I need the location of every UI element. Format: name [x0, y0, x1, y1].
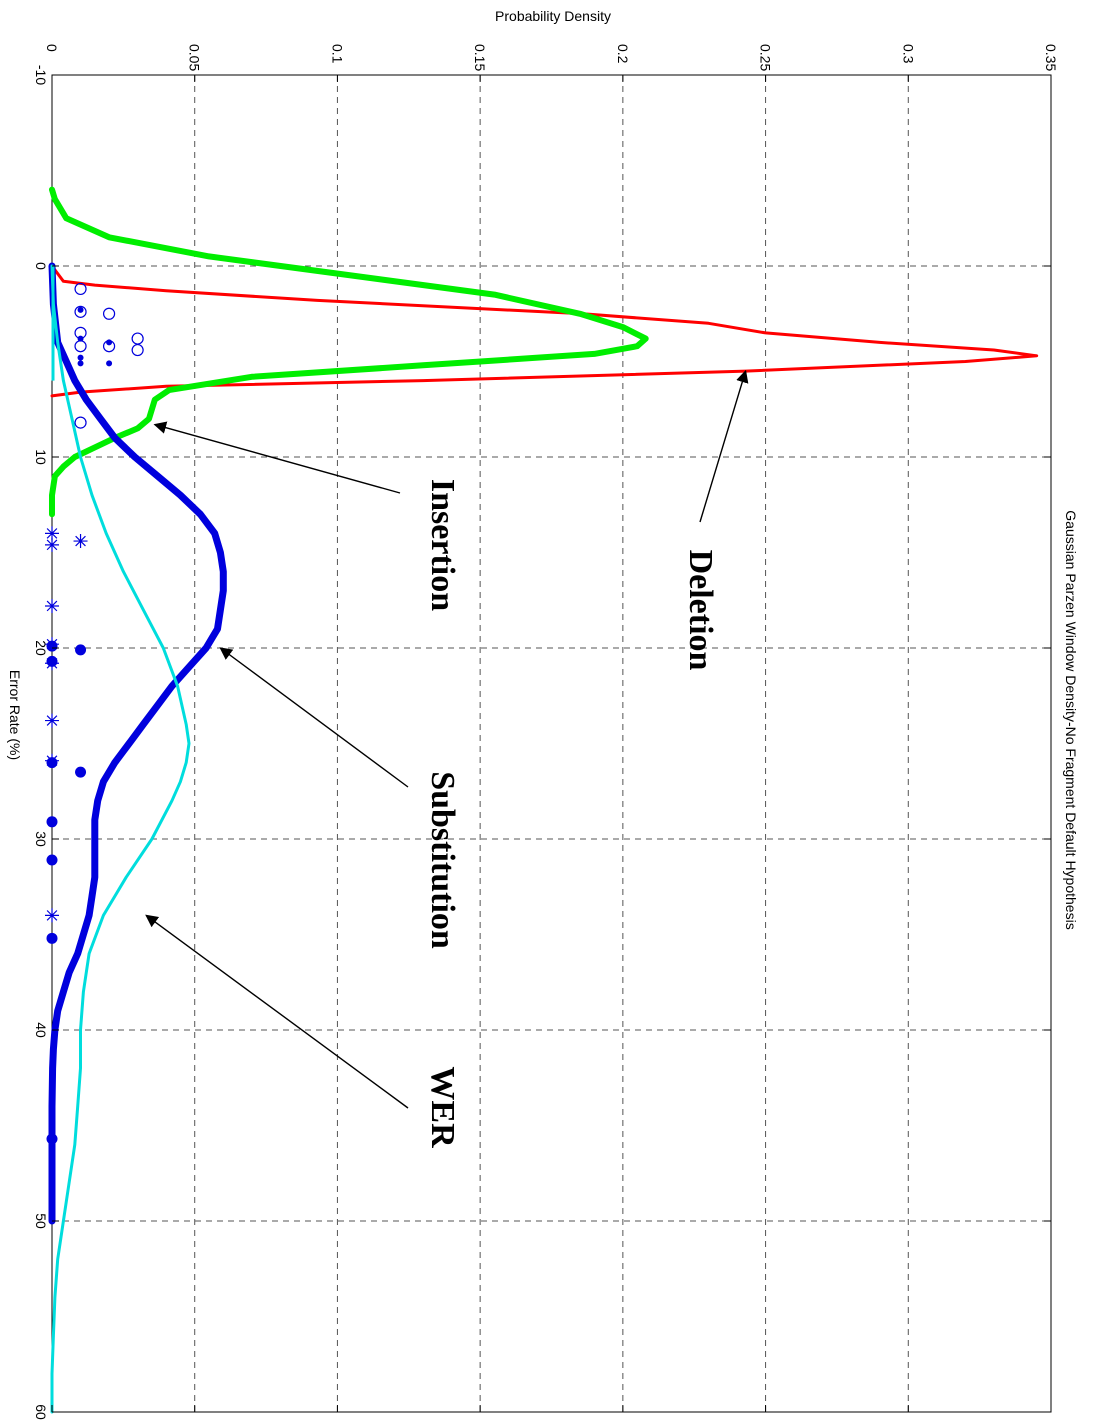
series-line-wer [50, 264, 191, 1414]
star-marker [73, 534, 88, 549]
star-marker [45, 526, 59, 541]
series-line-substitution [48, 262, 227, 1225]
x-tick-label: 60 [33, 1404, 49, 1420]
plot-frame [51, 74, 1052, 1413]
ticks-group: -10 0 10 20 30 40 50 60 0 0.05 0.1 0.15 0.2 0.25 0.3 0.… [33, 44, 1059, 1420]
star-marker [45, 753, 59, 768]
y-tick-label: 0 [44, 44, 60, 52]
small-dot-marker [106, 339, 113, 346]
dot-marker [46, 1133, 58, 1145]
x-tick-label: 50 [33, 1213, 49, 1229]
x-tick-label: 10 [33, 449, 49, 465]
dot-marker [46, 932, 58, 944]
y-tick-label: 0.2 [615, 44, 631, 64]
y-tick-label: 0.35 [1043, 44, 1059, 71]
annotation-label-insertion: Insertion [424, 479, 461, 611]
x-tick-label: 0 [33, 262, 49, 270]
grid [52, 75, 1051, 1412]
series-line-deletion [50, 264, 1039, 398]
y-tick-label: 0.25 [758, 44, 774, 71]
y-tick-label: 0.3 [900, 44, 916, 64]
star-marker [45, 713, 59, 728]
x-tick-label: 20 [33, 640, 49, 656]
y-tick-label: 0.1 [329, 44, 345, 64]
open-circle-marker [74, 305, 87, 318]
y-tick-label: 0.15 [472, 44, 488, 71]
annotations-group: Deletion Insertion Substitution WER [145, 369, 749, 1148]
open-circle-marker [74, 282, 87, 296]
open-circle-marker [131, 343, 144, 357]
small-dot-marker [106, 360, 113, 367]
x-tick-label: 30 [33, 831, 49, 847]
x-tick-label: 40 [33, 1022, 49, 1038]
open-circle-marker [102, 307, 116, 320]
annotation-label-substitution: Substitution [424, 771, 461, 949]
y-tick-label: 0.05 [187, 44, 203, 71]
annotation-arrow [219, 647, 409, 788]
small-dot-marker [77, 360, 84, 367]
markers-group [45, 282, 144, 1145]
annotation-arrow [153, 421, 401, 494]
y-axis-label: Probability Density [495, 8, 611, 24]
small-dot-marker [77, 306, 84, 313]
x-tick-label: -10 [33, 65, 49, 85]
chart-title: Gaussian Parzen Window Density-No Fragme… [1063, 510, 1079, 929]
open-circle-marker [74, 416, 87, 429]
x-axis-label: Error Rate (%) [7, 670, 23, 760]
small-dot-marker [77, 354, 84, 361]
dot-marker [75, 644, 87, 656]
small-dot-marker [77, 335, 84, 342]
annotation-label-wer: WER [424, 1066, 461, 1148]
annotation-arrow [699, 369, 749, 523]
series-group [48, 186, 1039, 1414]
annotation-label-deletion: Deletion [682, 550, 719, 671]
star-marker [45, 598, 59, 613]
star-marker [45, 908, 59, 923]
dot-marker [46, 854, 58, 866]
annotation-arrow [145, 914, 409, 1109]
dot-marker [46, 816, 58, 828]
star-marker [45, 656, 59, 671]
star-marker [45, 537, 59, 552]
series-line-insertion [49, 186, 649, 518]
star-marker [45, 637, 59, 652]
dot-marker [75, 766, 87, 778]
plot-area [51, 74, 1052, 1413]
